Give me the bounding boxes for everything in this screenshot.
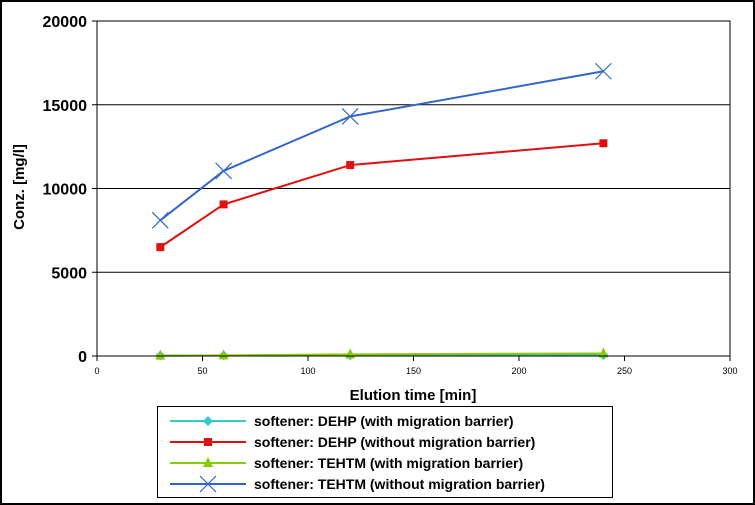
x-tick-label: 250	[617, 366, 632, 376]
series-layer	[151, 62, 612, 361]
series-line	[159, 142, 604, 248]
legend-swatch	[170, 438, 246, 446]
x-tick-label: 150	[406, 366, 421, 376]
y-tick-label: 0	[78, 349, 87, 366]
x-marker-stroke	[594, 62, 612, 80]
x-marker-stroke	[199, 475, 217, 493]
legend-swatch	[170, 416, 246, 426]
legend-item: softener: TEHTM (without migration barri…	[158, 474, 612, 494]
x-tick-label: 200	[511, 366, 526, 376]
x-marker	[151, 211, 169, 229]
triangle-marker	[218, 349, 229, 360]
square-marker	[204, 438, 212, 446]
legend-label: softener: TEHTM (without migration barri…	[254, 476, 545, 492]
series-line	[160, 352, 604, 357]
square-marker	[346, 161, 355, 170]
x-marker-stroke	[151, 211, 169, 229]
x-marker-stroke	[215, 162, 233, 180]
tick-labels: 0 5000 10000 15000 20000 0 50 100 150 200 250 300	[43, 14, 738, 376]
x-axis-title: Elution time [min]	[350, 387, 477, 404]
square-marker	[219, 200, 228, 209]
y-tick-label: 20000	[43, 14, 88, 31]
x-marker-stroke	[341, 108, 359, 125]
legend-item: softener: TEHTM (with migration barrier)	[158, 453, 612, 473]
axes	[92, 20, 731, 361]
x-marker	[199, 475, 217, 493]
legend-label: softener: DEHP (without migration barrie…	[254, 434, 536, 450]
x-marker	[341, 108, 359, 125]
x-marker	[215, 162, 233, 180]
square-marker	[156, 243, 165, 252]
y-tick-label: 10000	[43, 182, 88, 199]
legend-label: softener: TEHTM (with migration barrier)	[254, 455, 524, 471]
plot-area-border	[96, 20, 731, 357]
series-3	[151, 62, 612, 229]
y-tick-label: 5000	[51, 265, 87, 282]
x-tick-label: 0	[94, 366, 99, 376]
y-tick-label: 15000	[43, 98, 88, 115]
x-tick-label: 50	[197, 366, 207, 376]
legend-swatch	[170, 457, 246, 467]
series-1	[156, 139, 608, 252]
legend: softener: DEHP (with migration barrier) s…	[157, 406, 613, 498]
triangle-marker	[598, 347, 609, 358]
legend-item: softener: DEHP (without migration barrie…	[158, 432, 612, 452]
x-tick-label: 100	[300, 366, 315, 376]
diamond-marker	[203, 416, 213, 426]
triangle-marker	[155, 349, 166, 360]
legend-swatch	[170, 475, 246, 493]
series-line	[159, 70, 604, 222]
square-marker	[599, 139, 608, 148]
series-2	[155, 347, 609, 360]
x-marker	[594, 62, 612, 80]
legend-label: softener: DEHP (with migration barrier)	[254, 413, 514, 429]
legend-item: softener: DEHP (with migration barrier)	[158, 411, 612, 431]
triangle-marker	[203, 457, 213, 467]
y-axis-title: Conz. [mg/l]	[11, 144, 28, 230]
x-tick-label: 300	[722, 366, 737, 376]
gridlines	[97, 20, 730, 273]
